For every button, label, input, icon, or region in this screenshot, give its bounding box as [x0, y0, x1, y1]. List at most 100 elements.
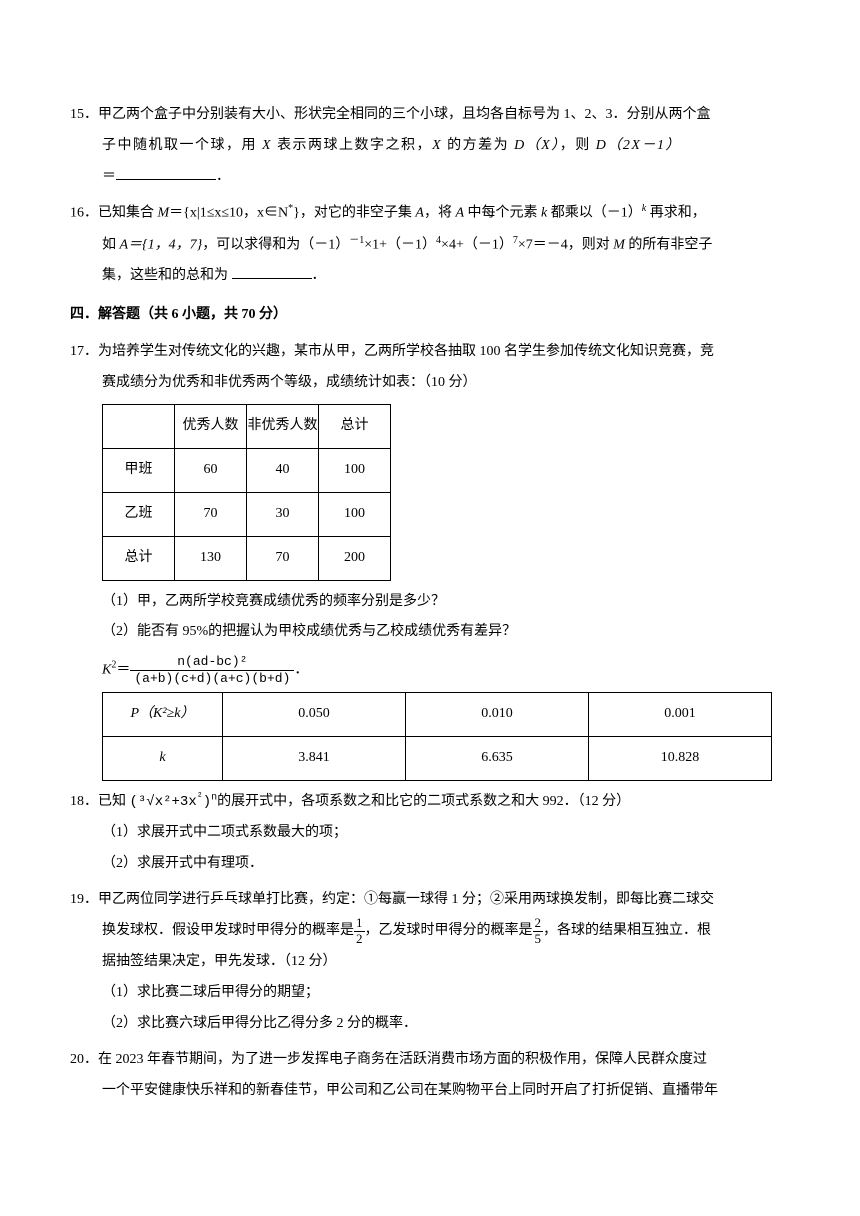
q15-text-f: ＝ [102, 169, 116, 184]
q17-text-a: 为培养学生对传统文化的兴趣，某市从甲，乙两所学校各抽取 100 名学生参加传统文… [98, 344, 714, 359]
th-blank [103, 405, 175, 449]
q20-num: 20． [70, 1052, 98, 1067]
th-nonexcellent: 非优秀人数 [247, 405, 319, 449]
cell: 70 [175, 493, 247, 537]
q15-text-b: 子中随机取一个球，用 [102, 138, 262, 153]
cell: 乙班 [103, 493, 175, 537]
k2-eq: ＝ [116, 663, 130, 678]
q17-sub2: （2）能否有 95%的把握认为甲校成绩优秀与乙校成绩优秀有差异？ [70, 617, 790, 648]
cell: 甲班 [103, 449, 175, 493]
k2-den: (a+b)(c+d)(a+c)(b+d) [130, 671, 294, 687]
section-4-title: 四．解答题（共 6 小题，共 70 分） [70, 300, 790, 331]
q16-text-g: 如 [102, 238, 120, 253]
q20-text-a: 在 2023 年春节期间，为了进一步发挥电子商务在活跃消费市场方面的积极作用，保… [98, 1052, 707, 1067]
q17-line2: 赛成绩分为优秀和非优秀两个等级，成绩统计如表：（10 分） [70, 368, 790, 399]
cell: 3.841 [223, 737, 406, 781]
q17-sub1: （1）甲，乙两所学校竞赛成绩优秀的频率分别是多少？ [70, 587, 790, 618]
q15-text-e: ，则 [560, 138, 596, 153]
q15-text-c: 表示两球上数字之积， [272, 138, 432, 153]
cell: 总计 [103, 536, 175, 580]
question-20: 20．在 2023 年春节期间，为了进一步发挥电子商务在活跃消费市场方面的积极作… [70, 1045, 790, 1107]
var-A: A [415, 206, 424, 221]
q16-text-a: 已知集合 [98, 206, 158, 221]
question-15: 15．甲乙两个盒子中分别装有大小、形状完全相同的三个小球，且均各自标号为 1、2… [70, 100, 790, 192]
cell: 0.010 [406, 693, 589, 737]
expr-mid: +3x [172, 794, 197, 810]
q16-text-e: 都乘以（－1） [547, 206, 642, 221]
var-M: M [158, 206, 170, 221]
q19-text-a: 甲乙两位同学进行乒乓球单打比赛，约定：①每赢一球得 1 分；②采用两球换发制，即… [98, 892, 714, 907]
q16-text-c: ，将 [424, 206, 456, 221]
q17-text-b: 赛成绩分为优秀和非优秀两个等级，成绩统计如表：（10 分） [102, 375, 477, 390]
q16-text-k: ×7＝－4，则对 [518, 238, 613, 253]
var-DX: D（X） [514, 138, 560, 153]
cell: 0.050 [223, 693, 406, 737]
frac-n2: 2 [533, 916, 544, 931]
q16-text-l: 的所有非空子 [625, 238, 713, 253]
q19-sub1: （1）求比赛二球后甲得分的期望； [70, 978, 790, 1009]
q19-line1: 19．甲乙两位同学进行乒乓球单打比赛，约定：①每赢一球得 1 分；②采用两球换发… [70, 885, 790, 916]
cell: k [103, 737, 223, 781]
q19-text-c: ，乙发球时甲得分的概率是 [365, 923, 533, 938]
cell: P（K²≥k） [103, 693, 223, 737]
question-16: 16．已知集合 M＝{x|1≤x≤10，x∈N*}，对它的非空子集 A，将 A … [70, 198, 790, 292]
k2-fraction: n(ad-bc)²(a+b)(c+d)(a+c)(b+d) [130, 654, 294, 686]
var-X: X [262, 138, 272, 153]
q18-sub1: （1）求展开式中二项式系数最大的项； [70, 818, 790, 849]
q18-num: 18． [70, 794, 98, 809]
expr-close: ) [203, 794, 211, 810]
q16-text-h: ，可以求得和为（－1） [202, 238, 349, 253]
question-17: 17．为培养学生对传统文化的兴趣，某市从甲，乙两所学校各抽取 100 名学生参加… [70, 337, 790, 781]
q17-num: 17． [70, 344, 98, 359]
cell: 40 [247, 449, 319, 493]
q16-eq: ＝{x|1≤x≤10，x∈N [169, 206, 288, 221]
cell: 100 [319, 493, 391, 537]
q17-table: 优秀人数 非优秀人数 总计 甲班 60 40 100 乙班 70 30 100 … [102, 404, 391, 580]
k2-K: K [102, 663, 111, 678]
q16-text-j: ×4+（－1） [441, 238, 513, 253]
var-Aset: A＝{1，4，7} [120, 238, 203, 253]
q16-text-f: 再求和， [646, 206, 706, 221]
blank-answer-16 [232, 265, 312, 279]
table-row: k 3.841 6.635 10.828 [103, 737, 772, 781]
q16-num: 16． [70, 206, 98, 221]
q15-text-d: 的方差为 [442, 138, 514, 153]
frac-n: 1 [354, 916, 365, 931]
q15-line3: ＝． [70, 162, 790, 193]
k2-table: P（K²≥k） 0.050 0.010 0.001 k 3.841 6.635 … [102, 692, 772, 781]
var-M2: M [613, 238, 625, 253]
expr-rad: ³√x² [138, 794, 172, 810]
q20-line1: 20．在 2023 年春节期间，为了进一步发挥电子商务在活跃消费市场方面的积极作… [70, 1045, 790, 1076]
table-row: P（K²≥k） 0.050 0.010 0.001 [103, 693, 772, 737]
th-total: 总计 [319, 405, 391, 449]
q17-line1: 17．为培养学生对传统文化的兴趣，某市从甲，乙两所学校各抽取 100 名学生参加… [70, 337, 790, 368]
q18-text-a: 已知 [98, 794, 130, 809]
q19-text-e: 据抽签结果决定，甲先发球．（12 分） [102, 954, 337, 969]
expr-open: ( [130, 794, 138, 810]
cell: 130 [175, 536, 247, 580]
cell: 30 [247, 493, 319, 537]
q16-line3: 集，这些和的总和为 ． [70, 261, 790, 292]
q19-num: 19． [70, 892, 98, 907]
q19-text-d: ，各球的结果相互独立．根 [543, 923, 711, 938]
question-18: 18．已知 (³√x²+3x²)n的展开式中，各项系数之和比它的二项式系数之和大… [70, 787, 790, 879]
q20-line2: 一个平安健康快乐祥和的新春佳节，甲公司和乙公司在某购物平台上同时开启了打折促销、… [70, 1076, 790, 1107]
k2-formula: K2＝n(ad-bc)²(a+b)(c+d)(a+c)(b+d)． [102, 654, 790, 686]
q16-text-b: }，对它的非空子集 [293, 206, 415, 221]
var-D2X: D（2X－1） [596, 138, 681, 153]
q16-text-m: 集，这些和的总和为 [102, 268, 232, 283]
cell: 0.001 [589, 693, 772, 737]
table-row: 优秀人数 非优秀人数 总计 [103, 405, 391, 449]
frac-d2: 5 [533, 932, 544, 946]
cell: 60 [175, 449, 247, 493]
q19-text-b: 换发球权．假设甲发球时甲得分的概率是 [102, 923, 354, 938]
frac-two-fifths: 25 [533, 916, 544, 946]
q16-line2: 如 A＝{1，4，7}，可以求得和为（－1）－1×1+（－1）4×4+（－1）7… [70, 230, 790, 261]
table-row: 甲班 60 40 100 [103, 449, 391, 493]
th-excellent: 优秀人数 [175, 405, 247, 449]
cell: 70 [247, 536, 319, 580]
table-row: 总计 130 70 200 [103, 536, 391, 580]
cell: 6.635 [406, 737, 589, 781]
q15-num: 15． [70, 107, 98, 122]
exp1: －1 [349, 235, 364, 246]
